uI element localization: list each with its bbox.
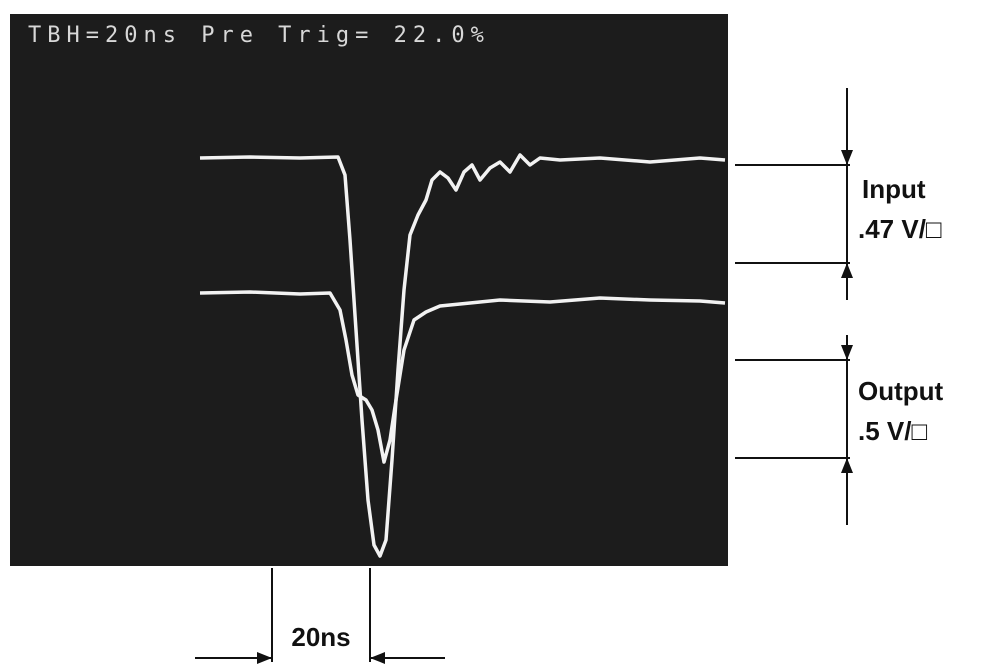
screen-header: TBH=20ns Pre Trig= 22.0% [28, 23, 490, 48]
output-label: Output [858, 376, 944, 406]
time-span-label: 20ns [291, 622, 350, 652]
arrowheads [257, 652, 385, 664]
figure: TBH=20ns Pre Trig= 22.0% Input .47 V/□ O… [0, 0, 990, 667]
output-scale: .5 V/□ [858, 416, 927, 446]
scope-screen [10, 14, 728, 566]
input-scale: .47 V/□ [858, 214, 942, 244]
input-label: Input [862, 174, 926, 204]
